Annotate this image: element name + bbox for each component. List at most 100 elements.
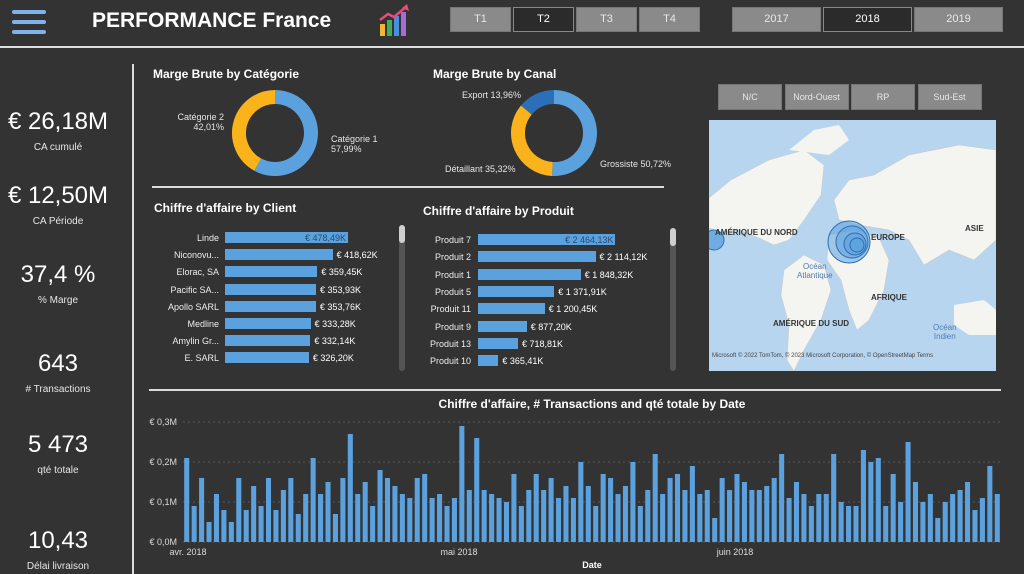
date-bar[interactable] bbox=[905, 442, 911, 542]
bar[interactable] bbox=[225, 352, 309, 364]
date-bar[interactable] bbox=[422, 474, 428, 542]
bar[interactable] bbox=[478, 251, 596, 263]
year-button-2017[interactable]: 2017 bbox=[732, 7, 821, 32]
date-bar[interactable] bbox=[987, 466, 993, 542]
date-bar[interactable] bbox=[831, 454, 837, 542]
date-bar[interactable] bbox=[779, 454, 785, 542]
donut-slice-export[interactable] bbox=[520, 90, 555, 115]
date-bar[interactable] bbox=[712, 518, 718, 542]
date-bar[interactable] bbox=[622, 486, 628, 542]
date-bar[interactable] bbox=[615, 494, 621, 542]
date-bar[interactable] bbox=[719, 478, 725, 542]
date-bar[interactable] bbox=[868, 462, 874, 542]
date-bar[interactable] bbox=[771, 478, 777, 542]
date-bar[interactable] bbox=[585, 486, 591, 542]
date-bar[interactable] bbox=[526, 490, 532, 542]
date-bar[interactable] bbox=[451, 498, 457, 542]
quarter-button-t2[interactable]: T2 bbox=[513, 7, 574, 32]
date-bar[interactable] bbox=[667, 478, 673, 542]
date-bar[interactable] bbox=[890, 474, 896, 542]
date-bar[interactable] bbox=[399, 494, 405, 542]
date-bar[interactable] bbox=[578, 462, 584, 542]
bar[interactable] bbox=[478, 234, 615, 245]
date-bar[interactable] bbox=[741, 482, 747, 542]
date-bar[interactable] bbox=[347, 434, 353, 542]
date-bar[interactable] bbox=[875, 458, 881, 542]
region-button-nord-ouest[interactable]: Nord-Ouest bbox=[784, 84, 849, 110]
date-bar[interactable] bbox=[697, 494, 703, 542]
bar[interactable] bbox=[478, 303, 545, 315]
date-bar[interactable] bbox=[786, 498, 792, 542]
date-bar[interactable] bbox=[228, 522, 234, 542]
date-bar[interactable] bbox=[898, 502, 904, 542]
date-bar[interactable] bbox=[474, 438, 480, 542]
date-bar[interactable] bbox=[213, 494, 219, 542]
date-bar[interactable] bbox=[935, 518, 941, 542]
date-bar[interactable] bbox=[637, 506, 643, 542]
menu-icon[interactable] bbox=[12, 10, 46, 36]
donut-slice-d-taillant[interactable] bbox=[511, 105, 554, 176]
date-bar[interactable] bbox=[377, 470, 383, 542]
date-bar[interactable] bbox=[660, 494, 666, 542]
date-bar[interactable] bbox=[793, 482, 800, 542]
donut-slice-cat-gorie-2[interactable] bbox=[232, 90, 276, 171]
date-bar[interactable] bbox=[563, 486, 569, 542]
bar[interactable] bbox=[225, 232, 348, 243]
date-bar[interactable] bbox=[280, 490, 286, 542]
date-bar[interactable] bbox=[704, 490, 710, 542]
date-bar[interactable] bbox=[965, 482, 971, 542]
donut-slice-grossiste[interactable] bbox=[552, 90, 597, 176]
quarter-button-t4[interactable]: T4 bbox=[639, 7, 700, 32]
date-bar[interactable] bbox=[518, 506, 524, 542]
date-bar[interactable] bbox=[816, 494, 822, 542]
date-bar[interactable] bbox=[674, 474, 681, 542]
date-bar[interactable] bbox=[481, 490, 487, 542]
date-bar[interactable] bbox=[860, 450, 866, 542]
date-bar[interactable] bbox=[429, 498, 435, 542]
year-button-2018[interactable]: 2018 bbox=[823, 7, 912, 32]
date-bar[interactable] bbox=[756, 490, 762, 542]
bar[interactable] bbox=[478, 337, 518, 349]
date-bar[interactable] bbox=[310, 458, 316, 542]
date-bar[interactable] bbox=[689, 466, 695, 542]
date-bar[interactable] bbox=[838, 502, 844, 542]
date-bar[interactable] bbox=[295, 514, 301, 542]
date-bar[interactable] bbox=[325, 482, 331, 542]
region-button-sud-est[interactable]: Sud-Est bbox=[917, 84, 982, 110]
date-bar[interactable] bbox=[362, 482, 368, 542]
quarter-button-t1[interactable]: T1 bbox=[450, 7, 511, 32]
date-bar[interactable] bbox=[608, 478, 614, 542]
date-bar[interactable] bbox=[243, 510, 249, 542]
date-bar[interactable] bbox=[652, 454, 658, 542]
date-bar[interactable] bbox=[630, 462, 636, 542]
date-bar[interactable] bbox=[957, 490, 963, 542]
date-bar[interactable] bbox=[593, 506, 599, 542]
date-bar[interactable] bbox=[184, 458, 190, 542]
date-bar[interactable] bbox=[191, 506, 197, 542]
bar[interactable] bbox=[225, 335, 311, 347]
date-bar[interactable] bbox=[979, 498, 985, 542]
bar[interactable] bbox=[225, 249, 333, 261]
date-bar[interactable] bbox=[407, 498, 413, 542]
date-bar[interactable] bbox=[541, 490, 547, 542]
date-bar[interactable] bbox=[764, 486, 770, 542]
bar[interactable] bbox=[225, 300, 316, 312]
date-bar[interactable] bbox=[273, 510, 279, 542]
date-bar[interactable] bbox=[927, 494, 933, 542]
bar[interactable] bbox=[478, 268, 581, 280]
date-bar[interactable] bbox=[496, 498, 502, 542]
date-bar[interactable] bbox=[303, 494, 309, 542]
bar[interactable] bbox=[225, 318, 311, 329]
date-bar[interactable] bbox=[236, 478, 242, 542]
date-bar[interactable] bbox=[288, 478, 294, 542]
donut-slice-cat-gorie-1[interactable] bbox=[254, 90, 318, 176]
date-bar[interactable] bbox=[853, 506, 859, 542]
date-bar[interactable] bbox=[808, 506, 814, 542]
date-bar[interactable] bbox=[332, 514, 338, 542]
date-bar[interactable] bbox=[503, 502, 510, 542]
date-bar[interactable] bbox=[221, 510, 227, 542]
date-bar[interactable] bbox=[645, 490, 651, 542]
date-bar[interactable] bbox=[548, 478, 554, 542]
date-bar[interactable] bbox=[392, 486, 398, 542]
region-button-rp[interactable]: RP bbox=[851, 84, 915, 110]
